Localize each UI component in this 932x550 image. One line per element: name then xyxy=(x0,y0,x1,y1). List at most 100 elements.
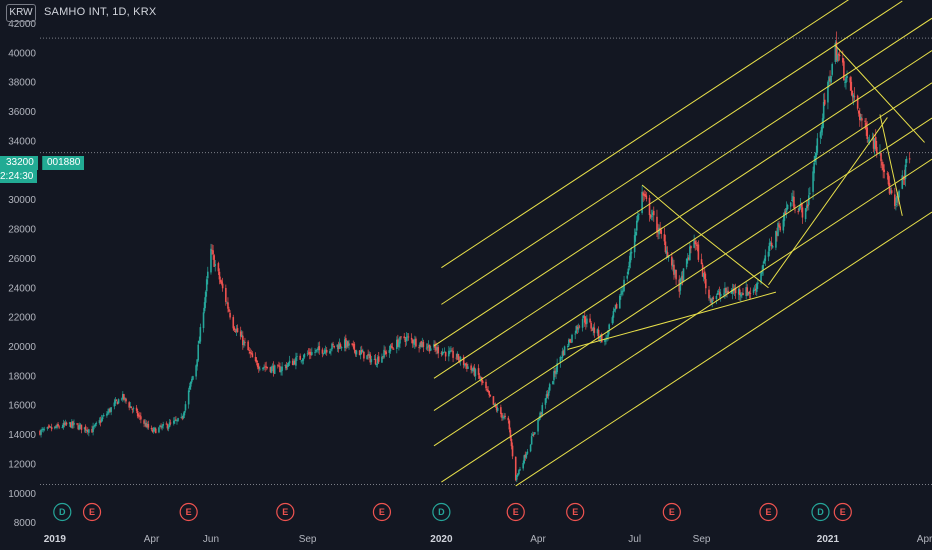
candle-body xyxy=(838,54,841,57)
candle-body xyxy=(273,365,276,374)
candle-body xyxy=(738,289,741,296)
y-tick-label: 26000 xyxy=(8,254,36,265)
candle-body xyxy=(123,394,125,400)
candle-body xyxy=(307,352,310,354)
candle-body xyxy=(78,425,81,430)
candle-body xyxy=(383,349,385,358)
candle-body xyxy=(225,287,227,302)
candle-body xyxy=(879,152,881,155)
candle-body xyxy=(532,433,535,435)
candle-body xyxy=(702,272,705,278)
candle-body xyxy=(414,339,416,345)
drawings-layer[interactable] xyxy=(433,0,932,487)
candle-body xyxy=(325,349,328,353)
candle-body xyxy=(797,211,799,213)
candle-body xyxy=(323,350,326,354)
candle-body xyxy=(864,120,866,122)
trend-line xyxy=(768,117,888,286)
candle-body xyxy=(866,127,869,139)
candle-body xyxy=(218,271,221,280)
candle-body xyxy=(294,360,296,365)
candle-body xyxy=(306,353,309,355)
candle-body xyxy=(192,376,194,380)
candle-body xyxy=(596,329,599,334)
candle-body xyxy=(93,426,95,427)
candle-body xyxy=(658,227,660,235)
candle-body xyxy=(47,426,50,428)
candle-body xyxy=(398,342,400,348)
candle-body xyxy=(182,414,185,419)
candle-body xyxy=(295,357,297,366)
candle-body xyxy=(419,342,421,348)
candle-body xyxy=(353,343,356,351)
candle-body xyxy=(240,335,243,338)
candle-body xyxy=(488,390,490,395)
candle-body xyxy=(635,220,638,231)
candle-body xyxy=(522,463,524,469)
candle-body xyxy=(311,352,313,355)
candle-body xyxy=(723,293,725,295)
candle-body xyxy=(84,426,87,431)
candle-body xyxy=(159,425,161,428)
currency-badge[interactable]: KRW xyxy=(6,4,36,22)
x-tick-label: Sep xyxy=(693,534,711,545)
candle-body xyxy=(177,418,179,421)
symbol-title[interactable]: SAMHO INT, 1D, KRX xyxy=(44,6,157,18)
candle-body xyxy=(250,352,253,354)
candle-body xyxy=(755,283,758,292)
candle-body xyxy=(860,117,862,119)
candle-body xyxy=(428,344,431,352)
candle-body xyxy=(769,242,772,245)
candle-body xyxy=(798,207,801,211)
earnings-marker-label: E xyxy=(89,507,95,517)
candle-body xyxy=(519,469,521,471)
candle-body xyxy=(281,366,283,371)
candle-body xyxy=(94,424,97,427)
channel-line xyxy=(515,211,932,487)
candle-body xyxy=(196,359,198,367)
dividend-marker-label: D xyxy=(817,507,824,517)
candle-body xyxy=(427,344,430,348)
bar-countdown-tag: 2:24:30 xyxy=(0,170,38,183)
candle-body xyxy=(100,418,103,422)
candle-body xyxy=(685,258,688,268)
candle-body xyxy=(560,357,563,359)
candle-body xyxy=(648,197,651,216)
earnings-marker xyxy=(179,502,198,522)
candle-body xyxy=(99,420,102,423)
candle-body xyxy=(708,289,710,299)
candle-body xyxy=(68,422,71,424)
candle-body xyxy=(213,255,215,267)
candle-body xyxy=(339,344,342,348)
candle-body xyxy=(214,264,217,266)
candle-body xyxy=(143,420,145,424)
candle-body xyxy=(404,339,407,342)
candle-body xyxy=(63,423,66,425)
candle-body xyxy=(622,290,624,292)
x-tick-label: 2020 xyxy=(430,534,453,545)
candle-body xyxy=(202,312,205,329)
candle-body xyxy=(586,318,588,324)
candle-body xyxy=(746,287,749,296)
candle-body xyxy=(351,343,353,345)
candle-body xyxy=(373,359,376,361)
candle-body xyxy=(358,350,361,356)
candle-body xyxy=(547,391,550,396)
candle-body xyxy=(248,350,250,351)
candle-body xyxy=(895,203,897,206)
candle-body xyxy=(198,340,201,344)
candle-body xyxy=(562,350,565,356)
candle-body xyxy=(180,416,183,418)
candle-body xyxy=(816,138,819,153)
earnings-marker xyxy=(662,502,681,522)
candle-body xyxy=(86,429,89,432)
y-tick-label: 18000 xyxy=(8,371,36,382)
dividend-marker xyxy=(432,502,451,522)
candle-body xyxy=(530,436,533,445)
candle-body xyxy=(375,363,378,365)
candle-body xyxy=(555,371,557,375)
candle-body xyxy=(115,399,118,401)
candle-body xyxy=(638,214,640,215)
candle-body xyxy=(539,412,541,419)
